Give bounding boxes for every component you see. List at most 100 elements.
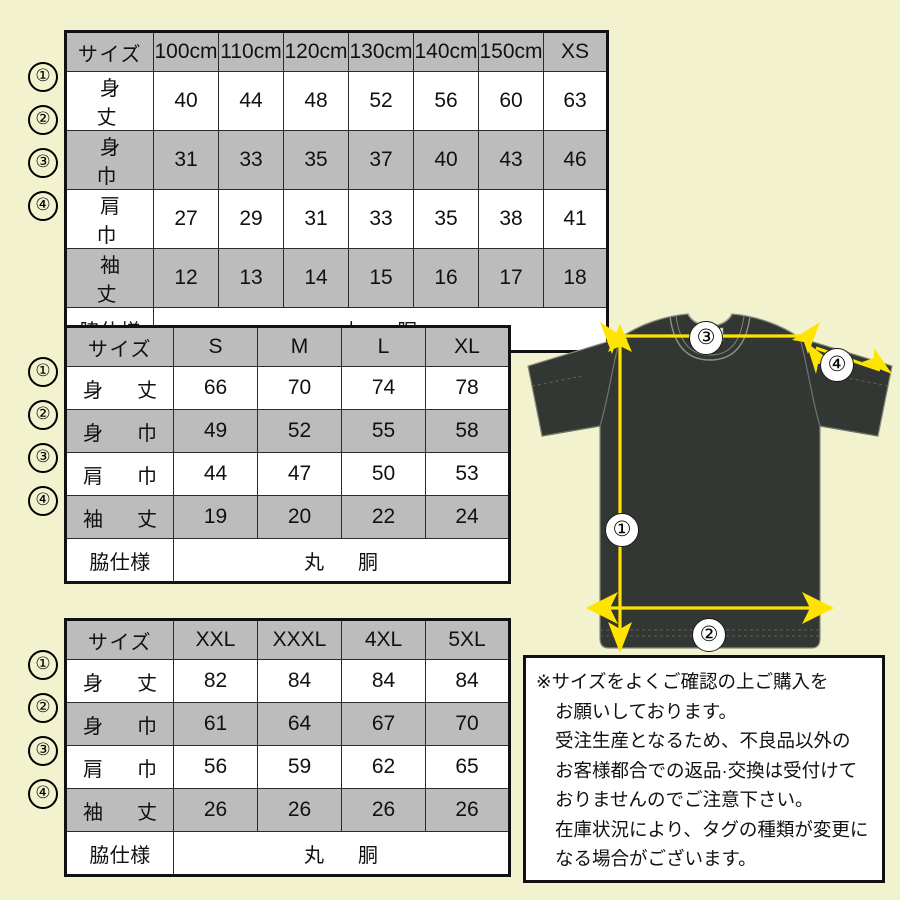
marker-4: ④ xyxy=(28,486,58,516)
size-header-label: サイズ xyxy=(65,31,154,72)
cell: 84 xyxy=(341,659,426,703)
cell: 35 xyxy=(413,189,479,249)
purchase-note-box: ※サイズをよくご確認の上ご購入を お願いしております。 受注生産となるため、不良… xyxy=(523,655,885,883)
table-row: 袖 丈 12 13 14 15 16 17 18 xyxy=(65,248,608,308)
marker-3: ③ xyxy=(28,148,58,178)
arrowhead-width-left xyxy=(586,592,618,624)
row-label-body-width: 身 巾 xyxy=(65,702,174,746)
badge-3-shoulder-width: ③ xyxy=(689,321,723,355)
cell: 56 xyxy=(173,745,258,789)
big-size-table: サイズ XXL XXXL 4XL 5XL 身 丈 82 84 84 84 身 巾… xyxy=(64,618,511,877)
cell: 44 xyxy=(173,452,258,496)
cell: 17 xyxy=(478,248,544,308)
col-header-3: 5XL xyxy=(425,619,510,660)
cell: 66 xyxy=(173,366,258,410)
table-footer-row: 脇仕様 丸 胴 xyxy=(65,538,510,583)
marker-1: ① xyxy=(28,650,58,680)
marker-1: ① xyxy=(28,357,58,387)
cell: 41 xyxy=(543,189,608,249)
cell: 16 xyxy=(413,248,479,308)
measure-arrowheads xyxy=(586,322,892,653)
marker-1: ① xyxy=(28,62,58,92)
table-header-row: サイズ XXL XXXL 4XL 5XL xyxy=(65,619,510,660)
cell: 82 xyxy=(173,659,258,703)
cell: 52 xyxy=(257,409,342,453)
cell: 26 xyxy=(425,788,510,832)
marker-2: ② xyxy=(28,105,58,135)
cell: 29 xyxy=(218,189,284,249)
cell: 53 xyxy=(425,452,510,496)
row-label-shoulder-width: 肩 巾 xyxy=(65,189,154,249)
row-label-sleeve-length: 袖 丈 xyxy=(65,788,174,832)
table-row: 肩 巾 56 59 62 65 xyxy=(65,745,510,789)
cell: 33 xyxy=(218,130,284,190)
table-footer-row: 脇仕様 丸 胴 xyxy=(65,831,510,876)
cell: 24 xyxy=(425,495,510,539)
arrowhead-shoulder-right xyxy=(792,322,820,354)
col-header-3: XL xyxy=(425,326,510,367)
marker-4: ④ xyxy=(28,191,58,221)
cell: 59 xyxy=(257,745,342,789)
arrowhead-sleeve-inner xyxy=(806,342,832,374)
marker-3: ③ xyxy=(28,736,58,766)
table-row: 身 丈 40 44 48 52 56 60 63 xyxy=(65,71,608,131)
cell: 14 xyxy=(283,248,349,308)
cell: 74 xyxy=(341,366,426,410)
big-size-table-block: ① ② ③ ④ サイズ XXL XXXL 4XL 5XL 身 丈 82 xyxy=(18,618,511,877)
col-header-5: 150cm xyxy=(478,31,544,72)
cell: 67 xyxy=(341,702,426,746)
cell: 55 xyxy=(341,409,426,453)
cell: 52 xyxy=(348,71,414,131)
row-label-sleeve-length: 袖 丈 xyxy=(65,248,154,308)
cell: 47 xyxy=(257,452,342,496)
table-row: 袖 丈 26 26 26 26 xyxy=(65,788,510,832)
badge-1-body-length: ① xyxy=(605,513,639,547)
table-header-row: サイズ S M L XL xyxy=(65,326,510,367)
col-header-1: 110cm xyxy=(218,31,284,72)
cell: 48 xyxy=(283,71,349,131)
marker-4: ④ xyxy=(28,779,58,809)
cell: 35 xyxy=(283,130,349,190)
size-header-label: サイズ xyxy=(65,619,174,660)
marker-2: ② xyxy=(28,400,58,430)
arrowhead-width-right xyxy=(802,592,834,624)
cell: 33 xyxy=(348,189,414,249)
cell: 27 xyxy=(153,189,219,249)
arrowhead-length-top xyxy=(608,324,632,352)
footer-value: 丸 胴 xyxy=(173,538,510,583)
table-row: 身 巾 49 52 55 58 xyxy=(65,409,510,453)
col-header-2: 120cm xyxy=(283,31,349,72)
col-header-2: L xyxy=(341,326,426,367)
footer-value: 丸 胴 xyxy=(173,831,510,876)
badge-2-body-width: ② xyxy=(692,618,726,652)
note-line: なる場合がございます。 xyxy=(555,848,757,869)
cell: 26 xyxy=(341,788,426,832)
table-row: 身 巾 61 64 67 70 xyxy=(65,702,510,746)
marker-3: ③ xyxy=(28,443,58,473)
row-label-body-length: 身 丈 xyxy=(65,659,174,703)
cell: 31 xyxy=(283,189,349,249)
cell: 37 xyxy=(348,130,414,190)
row-label-sleeve-length: 袖 丈 xyxy=(65,495,174,539)
row-label-body-length: 身 丈 xyxy=(65,366,174,410)
cell: 22 xyxy=(341,495,426,539)
table-row: 肩 巾 44 47 50 53 xyxy=(65,452,510,496)
cell: 13 xyxy=(218,248,284,308)
col-header-0: S xyxy=(173,326,258,367)
col-header-1: M xyxy=(257,326,342,367)
col-header-0: 100cm xyxy=(153,31,219,72)
cell: 84 xyxy=(425,659,510,703)
cell: 65 xyxy=(425,745,510,789)
size-header-label: サイズ xyxy=(65,326,174,367)
note-line: 在庫状況により、タグの種類が変更に xyxy=(555,818,869,840)
cell: 84 xyxy=(257,659,342,703)
table-row: 袖 丈 19 20 22 24 xyxy=(65,495,510,539)
footer-label: 脇仕様 xyxy=(65,538,174,583)
row-label-shoulder-width: 肩 巾 xyxy=(65,745,174,789)
adult-size-table-block: ① ② ③ ④ サイズ S M L XL 身 丈 66 70 xyxy=(18,325,511,584)
cell: 12 xyxy=(153,248,219,308)
cell: 56 xyxy=(413,71,479,131)
cell: 60 xyxy=(478,71,544,131)
kids-size-table-block: ① ② ③ ④ サイズ 100cm 110cm 120cm 130cm 140c… xyxy=(18,30,609,353)
